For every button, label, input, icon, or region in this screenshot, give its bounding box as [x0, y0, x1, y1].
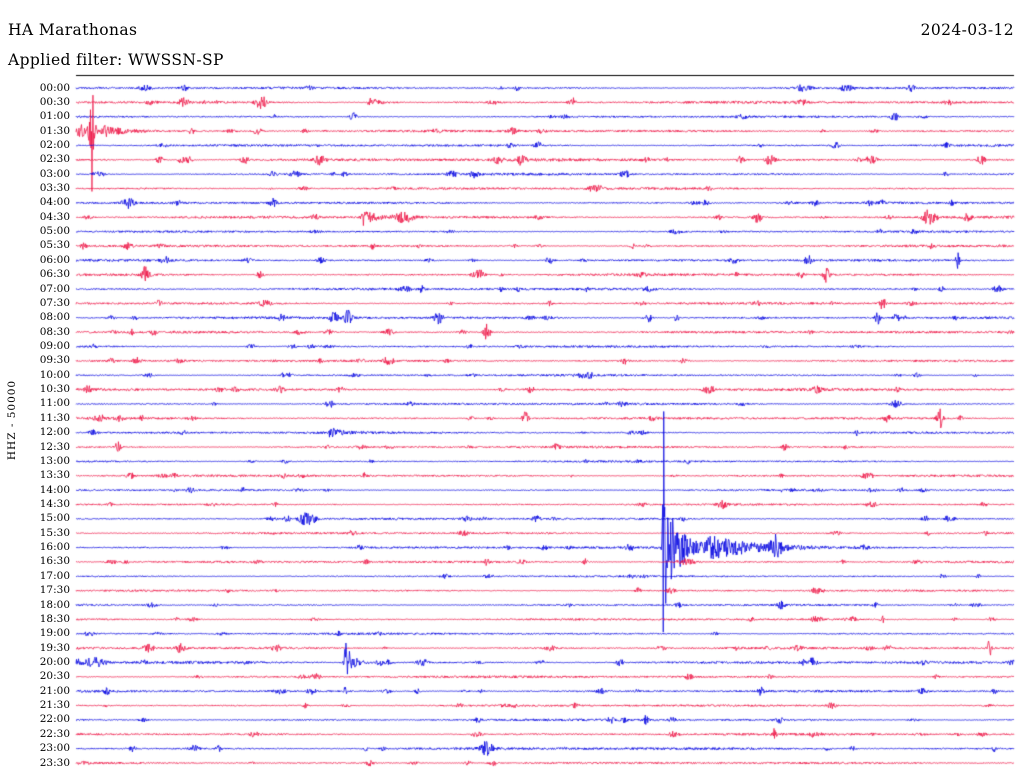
station-title: HA Marathonas	[8, 21, 138, 39]
row-label: 20:00	[39, 655, 70, 668]
row-label: 16:00	[39, 541, 70, 554]
date-label: 2024-03-12	[920, 21, 1014, 39]
row-label: 22:00	[39, 713, 70, 726]
row-label: 14:30	[39, 497, 70, 510]
row-label: 02:30	[39, 153, 70, 166]
row-label: 23:00	[39, 742, 70, 755]
row-label: 04:30	[39, 210, 70, 223]
row-label: 08:00	[39, 311, 70, 324]
row-label: 07:00	[39, 282, 70, 295]
row-label: 23:30	[39, 756, 70, 769]
row-label: 06:00	[39, 253, 70, 266]
row-label: 04:00	[39, 196, 70, 209]
row-label: 00:00	[39, 81, 70, 94]
row-label: 07:30	[39, 296, 70, 309]
row-label: 16:30	[39, 555, 70, 568]
row-label: 06:30	[39, 268, 70, 281]
row-label: 05:00	[39, 225, 70, 238]
row-label: 01:30	[39, 124, 70, 137]
row-label: 09:30	[39, 354, 70, 367]
row-label: 01:00	[39, 110, 70, 123]
row-label: 11:00	[39, 397, 70, 410]
row-label: 03:30	[39, 182, 70, 195]
row-label: 13:30	[39, 469, 70, 482]
row-label: 17:30	[39, 584, 70, 597]
row-label: 12:30	[39, 440, 70, 453]
row-label: 14:00	[39, 483, 70, 496]
row-label: 20:30	[39, 670, 70, 683]
row-label: 18:00	[39, 598, 70, 611]
row-label: 17:00	[39, 569, 70, 582]
row-label: 10:30	[39, 383, 70, 396]
row-label: 05:30	[39, 239, 70, 252]
row-label: 15:30	[39, 526, 70, 539]
row-label: 19:00	[39, 627, 70, 640]
row-label: 10:00	[39, 368, 70, 381]
row-label: 15:00	[39, 512, 70, 525]
row-label: 03:00	[39, 167, 70, 180]
row-label: 13:00	[39, 454, 70, 467]
row-label: 02:00	[39, 138, 70, 151]
row-label: 22:30	[39, 727, 70, 740]
row-label: 00:30	[39, 95, 70, 108]
row-label: 08:30	[39, 325, 70, 338]
row-label: 09:00	[39, 340, 70, 352]
row-label: 21:00	[39, 684, 70, 697]
applied-filter-label: Applied filter: WWSSN-SP	[8, 51, 224, 69]
row-label: 12:00	[39, 426, 70, 439]
row-label: 11:30	[39, 411, 70, 424]
row-label: 19:30	[39, 641, 70, 654]
row-label: 18:30	[39, 612, 70, 625]
row-label: 21:30	[39, 699, 70, 712]
